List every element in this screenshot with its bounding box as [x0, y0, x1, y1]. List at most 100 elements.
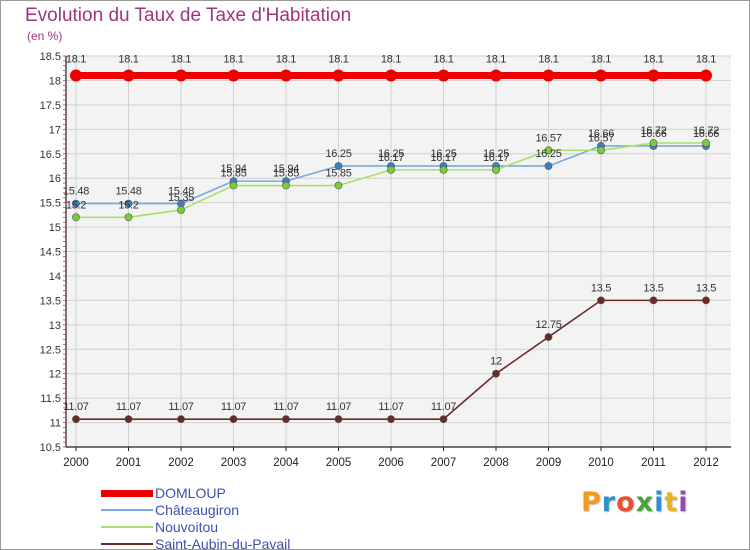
- data-label-1: 15.48: [115, 186, 141, 198]
- series-point-0: [700, 69, 712, 82]
- data-label-1: 16.25: [535, 148, 561, 160]
- series-point-0: [647, 69, 660, 82]
- data-label-3: 11.07: [326, 401, 351, 413]
- series-point-2: [597, 146, 605, 155]
- y-tick-label: 17: [49, 124, 61, 136]
- data-label-2: 15.35: [168, 192, 194, 204]
- y-tick-label: 12.5: [40, 344, 61, 356]
- y-tick-label: 11: [50, 418, 61, 430]
- series-point-3: [282, 415, 290, 424]
- data-label-3: 11.07: [116, 401, 141, 413]
- series-point-1: [124, 199, 133, 208]
- x-tick-label: 2005: [326, 457, 352, 469]
- data-label-2: 16.72: [693, 125, 719, 137]
- data-label-0: 18.1: [223, 54, 243, 66]
- series-point-3: [72, 415, 80, 424]
- series-point-3: [387, 415, 395, 424]
- data-label-2: 16.17: [430, 152, 456, 164]
- y-tick-label: 15.5: [40, 198, 61, 210]
- data-label-2: 15.2: [118, 199, 138, 211]
- series-point-0: [595, 69, 607, 82]
- series-point-2: [492, 165, 500, 174]
- y-tick-label: 11.5: [40, 393, 61, 405]
- data-label-1: 16.66: [588, 128, 614, 140]
- data-label-0: 18.1: [696, 54, 716, 66]
- legend-swatch: [101, 490, 153, 497]
- series-point-3: [334, 415, 343, 424]
- x-tick-label: 2004: [273, 457, 299, 469]
- series-point-2: [282, 181, 290, 190]
- logo-letter: o: [616, 487, 636, 518]
- data-label-0: 18.1: [486, 54, 506, 66]
- series-point-0: [437, 69, 450, 82]
- data-label-0: 18.1: [276, 54, 296, 66]
- data-label-0: 18.1: [433, 54, 453, 66]
- data-label-3: 11.07: [221, 401, 246, 413]
- data-label-2: 15.85: [273, 168, 299, 180]
- x-tick-label: 2002: [168, 457, 194, 469]
- x-tick-label: 2009: [536, 457, 562, 469]
- x-tick-label: 2007: [431, 457, 457, 469]
- legend-swatch: [101, 543, 153, 545]
- logo-letter: x: [635, 487, 655, 518]
- x-tick-label: 2006: [378, 457, 404, 469]
- chart-title: Evolution du Taux de Taxe d'Habitation: [25, 5, 352, 26]
- data-label-1: 16.25: [378, 148, 404, 160]
- data-label-3: 12: [490, 356, 502, 368]
- data-label-3: 11.07: [378, 401, 403, 413]
- data-label-2: 16.57: [535, 132, 561, 144]
- legend-label: Nouvoitou: [155, 519, 219, 535]
- proxiti-logo: Proxiti: [581, 487, 689, 518]
- x-tick-label: 2010: [588, 457, 614, 469]
- legend-label: Saint-Aubin-du-Pavail: [155, 536, 291, 550]
- series-point-0: [70, 69, 82, 82]
- data-label-1: 16.25: [325, 148, 351, 160]
- data-label-1: 15.48: [168, 186, 194, 198]
- data-label-1: 15.94: [273, 163, 299, 175]
- series-point-0: [175, 69, 187, 82]
- series-point-0: [227, 69, 240, 82]
- x-tick-label: 2012: [693, 457, 719, 469]
- logo-letter: t: [664, 487, 679, 518]
- data-label-3: 13.5: [696, 282, 716, 294]
- x-tick-label: 2000: [63, 457, 89, 469]
- data-label-0: 18.1: [538, 54, 558, 66]
- legend-swatch: [101, 526, 153, 528]
- legend-label: DOMLOUP: [155, 485, 226, 501]
- series-point-2: [387, 165, 395, 174]
- series-point-0: [122, 69, 135, 82]
- data-label-2: 16.17: [483, 152, 509, 164]
- data-label-0: 18.1: [591, 54, 611, 66]
- y-tick-label: 14: [49, 271, 61, 283]
- series-point-0: [542, 69, 555, 82]
- y-tick-label: 10.5: [40, 442, 61, 454]
- series-point-2: [334, 181, 343, 190]
- data-label-2: 16.72: [640, 125, 666, 137]
- y-tick-label: 18: [49, 75, 61, 87]
- data-label-0: 18.1: [66, 54, 86, 66]
- series-point-2: [177, 206, 185, 214]
- series-point-3: [702, 296, 710, 305]
- series-point-2: [649, 139, 658, 147]
- series-point-3: [229, 415, 238, 424]
- data-label-1: 15.94: [220, 163, 246, 175]
- y-tick-label: 18.5: [40, 51, 61, 63]
- data-label-2: 15.85: [220, 168, 246, 180]
- data-label-3: 12.75: [535, 319, 561, 331]
- y-tick-label: 14.5: [40, 247, 61, 259]
- data-label-0: 18.1: [643, 54, 663, 66]
- y-tick-label: 17.5: [40, 100, 61, 112]
- series-point-1: [544, 162, 553, 170]
- series-point-2: [124, 213, 133, 222]
- series-point-2: [544, 146, 553, 155]
- data-label-1: 16.66: [640, 128, 666, 140]
- data-label-2: 16.17: [378, 152, 404, 164]
- data-label-3: 13.5: [643, 282, 663, 294]
- y-tick-label: 15: [49, 222, 61, 234]
- data-label-3: 11.07: [273, 401, 298, 413]
- y-tick-label: 16: [49, 173, 61, 185]
- data-label-1: 16.25: [430, 148, 456, 160]
- data-label-2: 15.85: [325, 168, 351, 180]
- series-point-2: [702, 139, 710, 147]
